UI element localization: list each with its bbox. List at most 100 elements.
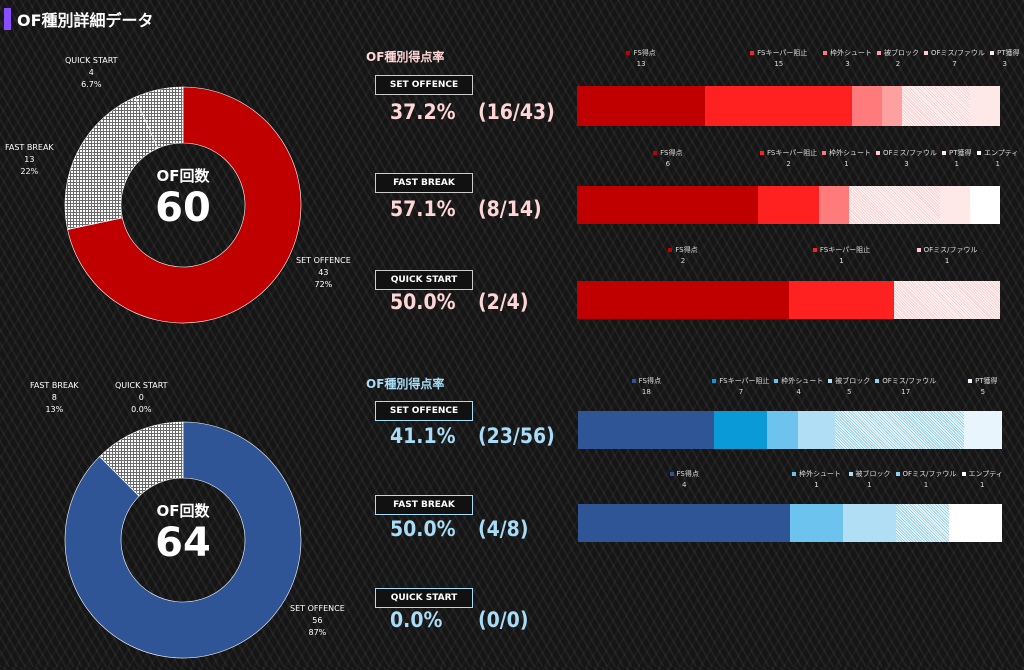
legend-label: FSキーパー阻止 — [767, 149, 818, 157]
bar-legend: 枠外シュート 1 — [822, 148, 871, 170]
donut-label: QUICK START 4 6.7% — [65, 55, 118, 91]
legend-value: 1 — [814, 481, 819, 489]
legend-name: 被ブロック — [848, 469, 891, 480]
legend-swatch — [792, 472, 796, 476]
score-ratio: (23/56) — [478, 424, 555, 448]
type-label-box: SET OFFENCE — [375, 75, 473, 95]
bar-legend: OFミス/ファウル 17 — [875, 376, 936, 398]
legend-name: OFミス/ファウル — [924, 48, 985, 59]
legend-swatch — [774, 379, 779, 383]
legend-value: 5 — [980, 388, 986, 396]
score-rate: 57.1% — [390, 197, 456, 221]
legend-swatch — [977, 151, 981, 155]
legend-swatch — [812, 248, 817, 252]
bar-segment — [704, 86, 853, 126]
bar-legend: OFミス/ファウル 7 — [924, 48, 985, 70]
legend-value: 5 — [847, 388, 852, 396]
donut-slice-fast-break — [64, 96, 159, 230]
donut-label: FAST BREAK 13 22% — [5, 142, 54, 178]
legend-label: FS得点 — [675, 246, 698, 254]
score-rate: 37.2% — [390, 100, 456, 124]
legend-name: エンプティ — [977, 148, 1018, 159]
stacked-bar — [577, 186, 1000, 224]
donut-label: SET OFFENCE 56 87% — [290, 603, 345, 639]
legend-value: 3 — [904, 160, 909, 168]
legend-name: FSキーパー阻止 — [812, 245, 870, 256]
legend-value: 6 — [665, 160, 671, 168]
legend-name: 被ブロック — [877, 48, 919, 59]
legend-swatch — [968, 379, 973, 383]
bar-segment — [901, 86, 971, 126]
legend-name: 枠外シュート — [822, 148, 871, 159]
bar-legend: OFミス/ファウル 1 — [916, 245, 978, 267]
legend-label: FSキーパー阻止 — [719, 377, 770, 385]
donut-slice-quick-start — [134, 86, 184, 149]
bar-legend: FSキーパー阻止 2 — [760, 148, 817, 170]
donut-slice-set-offence — [64, 421, 302, 659]
center-value: 64 — [155, 520, 211, 566]
score-rate: 50.0% — [390, 290, 456, 314]
legend-name: PT獲得 — [990, 48, 1020, 59]
legend-name: OFミス/ファウル — [875, 376, 936, 387]
bar-segment — [818, 186, 849, 224]
stacked-bar — [577, 86, 1000, 126]
donut-label-count: 8 — [51, 393, 57, 402]
legend-label: OFミス/ファウル — [883, 149, 937, 157]
bar-segment — [578, 504, 790, 542]
legend-name: FS得点 — [668, 245, 698, 256]
legend-label: FS得点 — [638, 377, 661, 385]
bar-segment — [848, 186, 940, 224]
center-value: 60 — [155, 185, 211, 231]
legend-label: OFミス/ファウル — [923, 246, 978, 254]
legend-name: OFミス/ファウル — [916, 245, 978, 256]
legend-name: OFミス/ファウル — [876, 148, 937, 159]
legend-name: 被ブロック — [828, 376, 870, 387]
legend-value: 4 — [796, 388, 802, 396]
bar-legend: PT獲得 3 — [990, 48, 1020, 70]
legend-value: 1 — [995, 160, 1000, 168]
bar-segment — [835, 411, 965, 449]
type-label-box: FAST BREAK — [375, 495, 473, 515]
donut-chart — [64, 86, 302, 324]
donut-label-pct: 72% — [314, 280, 333, 289]
legend-swatch — [760, 151, 764, 155]
legend-swatch — [669, 472, 674, 476]
legend-name: PT獲得 — [968, 376, 998, 387]
bar-segment — [852, 86, 882, 126]
donut-chart — [64, 421, 302, 659]
bar-segment — [939, 186, 970, 224]
type-label-box: SET OFFENCE — [375, 401, 473, 421]
legend-name: FSキーパー阻止 — [750, 48, 807, 59]
legend-value: 18 — [641, 388, 651, 396]
stacked-bar — [577, 281, 1000, 319]
legend-swatch — [990, 51, 994, 55]
legend-value: 1 — [867, 481, 872, 489]
legend-value: 2 — [895, 60, 901, 68]
title-text: OF種別詳細データ — [17, 11, 154, 30]
legend-label: 枠外シュート — [799, 470, 841, 478]
donut-slice-set-offence — [67, 86, 302, 324]
bar-segment — [714, 411, 768, 449]
legend-name: FS得点 — [626, 48, 656, 59]
donut-label-pct: 13% — [45, 405, 64, 414]
legend-name: FSキーパー阻止 — [712, 376, 770, 387]
donut-label-name: SET OFFENCE — [296, 256, 351, 265]
bar-legend: 被ブロック 5 — [828, 376, 870, 398]
legend-value: 2 — [786, 160, 791, 168]
donut-label-count: 0 — [138, 393, 144, 402]
donut-label-pct: 22% — [20, 167, 39, 176]
legend-swatch — [750, 51, 755, 55]
legend-name: エンプティ — [961, 469, 1003, 480]
bar-segment — [577, 281, 789, 319]
legend-label: 被ブロック — [855, 470, 891, 478]
bar-segment — [797, 411, 836, 449]
legend-label: 被ブロック — [835, 377, 871, 385]
legend-label: 枠外シュート — [781, 377, 824, 385]
bar-legend: FS得点 18 — [631, 376, 661, 398]
score-rate: 41.1% — [390, 424, 456, 448]
bar-legend: FS得点 2 — [668, 245, 698, 267]
bar-legend: PT獲得 1 — [942, 148, 972, 170]
legend-swatch — [668, 248, 673, 252]
donut-label: QUICK START 0 0.0% — [115, 380, 168, 416]
bar-segment — [767, 411, 798, 449]
